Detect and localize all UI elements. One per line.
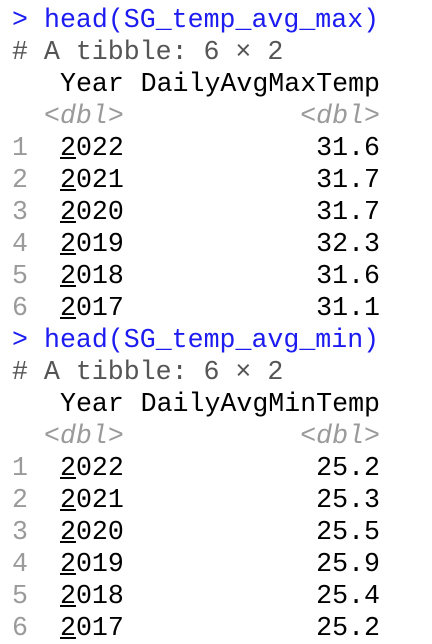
year-cell: 2017 (60, 613, 124, 643)
year-cell: 2019 (60, 549, 124, 579)
tibble-comment: # A tibble: 6 × 2 (12, 37, 284, 67)
value-cell: 31.1 (316, 293, 380, 323)
prompt: > (12, 325, 28, 355)
year-cell: 2018 (60, 261, 124, 291)
row-index: 2 (12, 165, 28, 195)
value-cell: 25.5 (316, 517, 380, 547)
value-cell: 25.4 (316, 581, 380, 611)
year-cell: 2019 (60, 229, 124, 259)
year-cell: 2020 (60, 197, 124, 227)
tibble-comment: # A tibble: 6 × 2 (12, 357, 284, 387)
year-cell: 2017 (60, 293, 124, 323)
value-cell: 25.3 (316, 485, 380, 515)
value-cell: 31.7 (316, 197, 380, 227)
column-type: <dbl> (300, 101, 380, 131)
year-cell: 2021 (60, 485, 124, 515)
value-cell: 31.7 (316, 165, 380, 195)
year-cell: 2022 (60, 453, 124, 483)
row-index: 6 (12, 613, 28, 643)
row-index: 5 (12, 261, 28, 291)
row-index: 1 (12, 453, 28, 483)
year-cell: 2018 (60, 581, 124, 611)
prompt: > (12, 5, 28, 35)
column-header: DailyAvgMaxTemp (140, 69, 380, 99)
row-index: 3 (12, 517, 28, 547)
row-index: 5 (12, 581, 28, 611)
year-cell: 2021 (60, 165, 124, 195)
row-index: 3 (12, 197, 28, 227)
value-cell: 31.6 (316, 133, 380, 163)
column-type: <dbl> (44, 421, 124, 451)
column-header: DailyAvgMinTemp (140, 389, 380, 419)
column-type: <dbl> (300, 421, 380, 451)
year-cell: 2020 (60, 517, 124, 547)
column-header: Year (60, 389, 124, 419)
value-cell: 32.3 (316, 229, 380, 259)
row-index: 1 (12, 133, 28, 163)
value-cell: 25.9 (316, 549, 380, 579)
command: head(SG_temp_avg_min) (44, 325, 380, 355)
value-cell: 25.2 (316, 613, 380, 643)
year-cell: 2022 (60, 133, 124, 163)
row-index: 2 (12, 485, 28, 515)
row-index: 4 (12, 229, 28, 259)
command: head(SG_temp_avg_max) (44, 5, 380, 35)
row-index: 6 (12, 293, 28, 323)
row-index: 4 (12, 549, 28, 579)
column-header: Year (60, 69, 124, 99)
value-cell: 25.2 (316, 453, 380, 483)
value-cell: 31.6 (316, 261, 380, 291)
column-type: <dbl> (44, 101, 124, 131)
